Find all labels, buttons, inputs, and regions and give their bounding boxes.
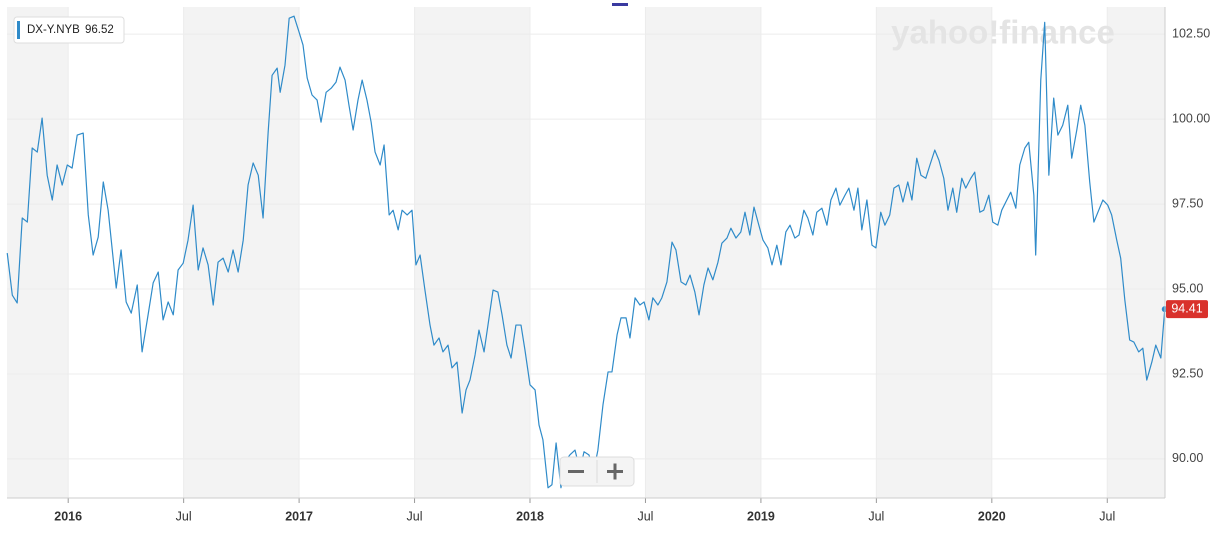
band <box>645 7 761 498</box>
legend-swatch <box>17 21 20 39</box>
band <box>7 7 69 498</box>
y-tick-label: 102.50 <box>1172 26 1210 40</box>
zoom-controls <box>559 456 635 487</box>
zoom-in[interactable] <box>607 463 623 480</box>
series-line <box>6 15 1166 489</box>
x-tick-label: Jul <box>1099 509 1115 523</box>
x-tick-label: 2017 <box>285 509 313 523</box>
last-value-label: 94.41 <box>1171 301 1202 315</box>
y-tick-label: 100.00 <box>1172 111 1210 125</box>
x-tick-label: Jul <box>407 509 423 523</box>
last-value-box <box>1166 300 1208 319</box>
watermark: yahoo!finance <box>891 14 1115 51</box>
x-tick-label: Jul <box>176 509 192 523</box>
handle <box>612 3 628 6</box>
legend-value: 96.52 <box>85 24 114 36</box>
bands <box>7 7 1165 498</box>
y-tick-label: 90.00 <box>1172 451 1203 465</box>
x-tick-label: Jul <box>868 509 884 523</box>
band <box>876 7 992 498</box>
band <box>414 7 531 498</box>
legend: DX-Y.NYB 96.52 <box>13 16 125 44</box>
legend-label: DX-Y.NYB <box>27 24 80 36</box>
band <box>1107 7 1165 498</box>
y-tick-label: 97.50 <box>1172 196 1203 210</box>
x-tick-label: Jul <box>637 509 653 523</box>
y-tick-label: 95.00 <box>1172 281 1203 295</box>
plot <box>6 15 1168 489</box>
legend-box <box>13 16 125 44</box>
y-tick-label: 92.50 <box>1172 366 1203 380</box>
x-tick-label: 2019 <box>747 509 775 523</box>
x-tick-label: 2018 <box>516 509 544 523</box>
x-tick-label: 2016 <box>54 509 82 523</box>
x-tick-label: 2020 <box>978 509 1006 523</box>
